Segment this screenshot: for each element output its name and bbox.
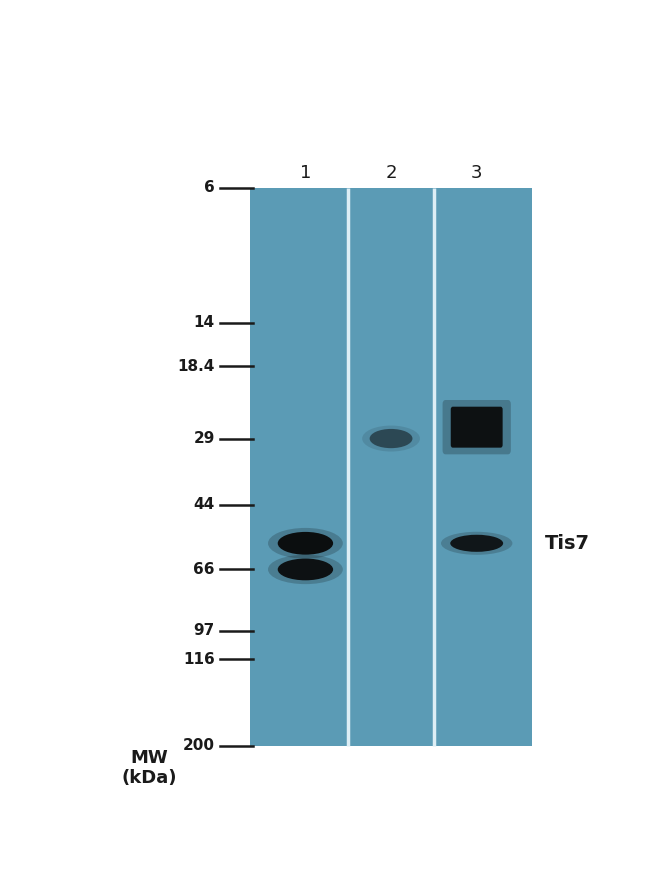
- Ellipse shape: [268, 555, 343, 584]
- Ellipse shape: [362, 425, 420, 452]
- Text: 66: 66: [193, 562, 214, 577]
- Text: 14: 14: [194, 315, 214, 330]
- Text: Tis7: Tis7: [545, 534, 590, 552]
- FancyBboxPatch shape: [450, 407, 502, 447]
- Ellipse shape: [268, 528, 343, 559]
- Text: 3: 3: [471, 164, 482, 182]
- Text: 2: 2: [385, 164, 396, 182]
- Text: 29: 29: [193, 431, 214, 446]
- Text: MW
(kDa): MW (kDa): [122, 750, 177, 787]
- Text: 116: 116: [183, 652, 214, 667]
- Ellipse shape: [441, 532, 512, 555]
- Ellipse shape: [450, 535, 503, 552]
- Ellipse shape: [278, 559, 333, 580]
- Text: 1: 1: [300, 164, 311, 182]
- Text: 97: 97: [194, 623, 214, 638]
- Ellipse shape: [278, 532, 333, 554]
- Ellipse shape: [370, 429, 413, 448]
- Text: 44: 44: [194, 498, 214, 513]
- FancyBboxPatch shape: [443, 400, 511, 454]
- Bar: [250, 187, 532, 746]
- Text: 18.4: 18.4: [177, 359, 214, 374]
- Text: 200: 200: [183, 738, 214, 753]
- Text: 6: 6: [204, 180, 214, 195]
